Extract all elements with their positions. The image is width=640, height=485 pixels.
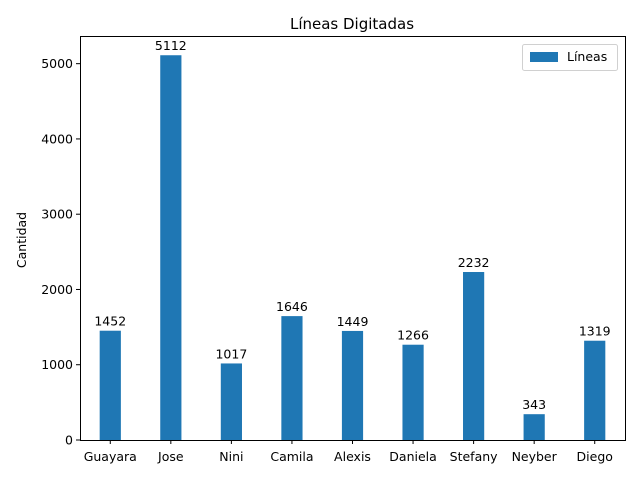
x-tick-label-camila: Camila xyxy=(270,449,313,464)
legend-box xyxy=(522,44,618,71)
y-tick-label-1000: 1000 xyxy=(41,357,73,372)
bar-nini xyxy=(220,363,242,440)
x-tick-label-stefany: Stefany xyxy=(450,449,499,464)
data-label-daniela: 1266 xyxy=(397,328,429,343)
x-axis-ticks: Guayara Jose Nini Camila Alexis Daniela Stefan… xyxy=(84,440,613,464)
data-label-neyber: 343 xyxy=(522,397,546,412)
data-label-guayara: 1452 xyxy=(94,314,126,329)
x-tick-label-neyber: Neyber xyxy=(512,449,558,464)
y-tick-label-5000: 5000 xyxy=(41,56,73,71)
bar-daniela xyxy=(402,344,424,440)
x-tick-label-guayara: Guayara xyxy=(84,449,137,464)
y-tick-label-0: 0 xyxy=(65,433,73,448)
data-label-jose: 5112 xyxy=(155,38,187,53)
x-tick-label-alexis: Alexis xyxy=(334,449,371,464)
y-axis-title: Cantidad xyxy=(14,212,29,268)
y-tick-label-3000: 3000 xyxy=(41,207,73,222)
x-tick-label-nini: Nini xyxy=(219,449,243,464)
bar-stefany xyxy=(463,272,485,440)
x-tick-label-diego: Diego xyxy=(577,449,613,464)
chart-title: Líneas Digitadas xyxy=(290,15,414,33)
data-label-stefany: 2232 xyxy=(458,255,490,270)
bar-diego xyxy=(584,340,606,440)
y-tick-label-2000: 2000 xyxy=(41,282,73,297)
bar-guayara xyxy=(99,330,121,440)
data-labels-layer: 1452 5112 1017 1646 1449 1266 2232 343 1319 xyxy=(94,38,610,412)
y-axis-ticks: 0 1000 2000 3000 4000 5000 xyxy=(41,56,80,448)
data-label-alexis: 1449 xyxy=(337,314,369,329)
bar-camila xyxy=(281,316,303,440)
legend: Líneas xyxy=(522,44,618,71)
legend-swatch xyxy=(530,52,558,62)
bar-alexis xyxy=(341,330,364,440)
y-tick-label-4000: 4000 xyxy=(41,131,73,146)
x-tick-label-jose: Jose xyxy=(157,449,184,464)
legend-label: Líneas xyxy=(567,49,607,64)
bars-layer xyxy=(99,55,606,440)
bar-neyber xyxy=(523,414,545,440)
data-label-diego: 1319 xyxy=(579,324,611,339)
bar-jose xyxy=(160,55,182,440)
data-label-nini: 1017 xyxy=(215,346,247,361)
plot-area-frame xyxy=(80,36,626,441)
x-tick-label-daniela: Daniela xyxy=(389,449,437,464)
data-label-camila: 1646 xyxy=(276,299,308,314)
